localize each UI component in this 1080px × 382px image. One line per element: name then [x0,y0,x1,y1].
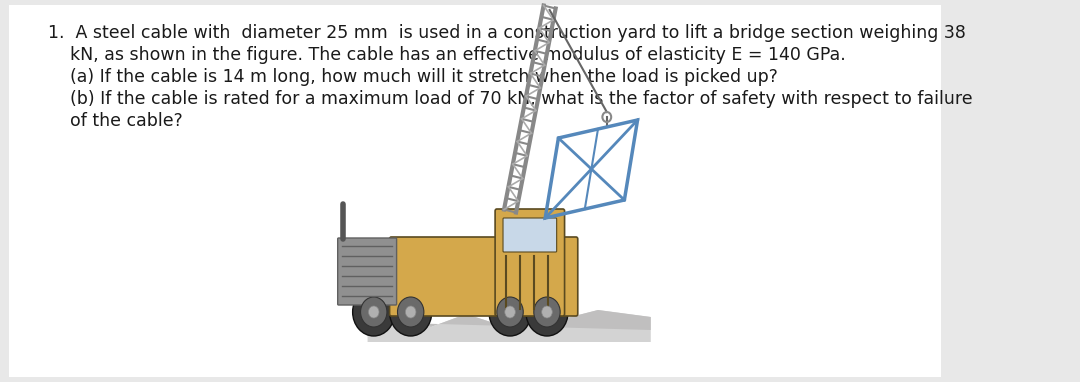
Text: 1.  A steel cable with  diameter 25 mm  is used in a construction yard to lift a: 1. A steel cable with diameter 25 mm is … [49,24,967,42]
Text: kN, as shown in the figure. The cable has an effective modulus of elasticity E =: kN, as shown in the figure. The cable ha… [49,46,846,64]
Circle shape [534,297,561,327]
Circle shape [353,288,395,336]
Circle shape [542,306,552,318]
Circle shape [497,297,523,327]
Circle shape [489,288,531,336]
Circle shape [526,288,568,336]
Circle shape [361,297,387,327]
Text: (a) If the cable is 14 m long, how much will it stretch when the load is picked : (a) If the cable is 14 m long, how much … [49,68,779,86]
Polygon shape [367,310,651,330]
Circle shape [405,306,416,318]
FancyBboxPatch shape [503,218,556,252]
Circle shape [397,297,423,327]
FancyBboxPatch shape [390,237,578,316]
Circle shape [504,306,515,318]
FancyBboxPatch shape [9,5,941,377]
Polygon shape [367,310,651,342]
FancyBboxPatch shape [495,209,565,316]
FancyBboxPatch shape [338,238,396,305]
Circle shape [390,288,432,336]
Circle shape [368,306,379,318]
Text: of the cable?: of the cable? [49,112,184,130]
Text: (b) If the cable is rated for a maximum load of 70 kN, what is the factor of saf: (b) If the cable is rated for a maximum … [49,90,973,108]
